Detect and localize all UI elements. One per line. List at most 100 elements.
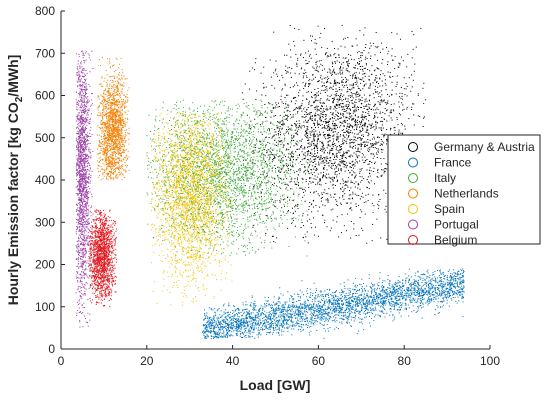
data-point xyxy=(417,309,419,311)
data-point xyxy=(391,32,393,34)
data-point xyxy=(374,129,376,131)
data-point xyxy=(381,297,383,299)
data-point xyxy=(460,289,462,291)
data-point xyxy=(336,152,338,154)
data-point xyxy=(302,316,304,318)
data-point xyxy=(352,85,354,87)
data-point xyxy=(316,107,318,109)
data-point xyxy=(362,318,364,320)
data-point xyxy=(348,322,350,324)
data-point xyxy=(340,98,342,100)
data-point xyxy=(316,296,318,298)
data-point xyxy=(410,301,412,303)
data-point xyxy=(361,103,363,105)
data-point xyxy=(354,82,356,84)
data-point xyxy=(396,290,398,292)
data-point xyxy=(456,281,458,283)
data-point xyxy=(462,268,464,270)
data-point xyxy=(402,295,404,297)
data-point xyxy=(285,69,287,71)
data-point xyxy=(331,71,333,73)
data-point xyxy=(389,287,391,289)
data-point xyxy=(238,330,240,332)
data-point xyxy=(327,141,329,143)
data-point xyxy=(344,46,346,48)
data-point xyxy=(399,308,401,310)
data-point xyxy=(226,326,228,328)
data-point xyxy=(335,73,337,75)
data-point xyxy=(333,131,335,133)
data-point xyxy=(457,281,459,283)
data-point xyxy=(320,108,322,110)
data-point xyxy=(222,330,224,332)
data-point xyxy=(412,298,414,300)
data-point xyxy=(334,81,336,83)
data-point xyxy=(309,78,311,80)
data-point xyxy=(354,101,356,103)
data-point xyxy=(450,278,452,280)
data-point xyxy=(319,140,321,142)
data-point xyxy=(271,167,273,169)
data-point xyxy=(313,303,315,305)
data-point xyxy=(408,307,410,309)
data-point xyxy=(306,98,308,100)
data-point xyxy=(333,157,335,159)
data-point xyxy=(376,136,378,138)
data-point xyxy=(276,141,278,143)
data-point xyxy=(314,108,316,110)
data-point xyxy=(448,288,450,290)
data-point xyxy=(279,302,281,304)
data-point xyxy=(396,289,398,291)
data-point xyxy=(348,123,350,125)
data-point xyxy=(205,331,207,333)
data-point xyxy=(398,101,400,103)
data-point xyxy=(349,143,351,145)
data-point xyxy=(271,136,273,138)
data-point xyxy=(411,108,413,110)
data-point xyxy=(233,315,235,317)
data-point xyxy=(365,98,367,100)
data-point xyxy=(304,114,306,116)
data-point xyxy=(305,180,307,182)
data-point xyxy=(328,128,330,130)
data-point xyxy=(299,306,301,308)
data-point xyxy=(252,226,254,228)
data-point xyxy=(296,179,298,181)
data-point xyxy=(339,146,341,148)
data-point xyxy=(245,315,247,317)
data-point xyxy=(275,115,277,117)
data-point xyxy=(401,95,403,97)
data-point xyxy=(370,325,372,327)
data-point xyxy=(358,289,360,290)
data-point xyxy=(363,105,365,107)
data-point xyxy=(293,313,295,315)
data-point xyxy=(359,78,361,80)
data-point xyxy=(434,270,436,272)
data-point xyxy=(328,133,330,135)
data-point xyxy=(398,312,400,314)
data-point xyxy=(394,126,396,128)
data-point xyxy=(384,133,386,135)
data-point xyxy=(310,323,312,325)
data-point xyxy=(268,323,270,325)
data-point xyxy=(281,207,283,209)
data-point xyxy=(286,319,288,321)
data-point xyxy=(306,129,308,131)
data-point xyxy=(287,104,289,106)
data-point xyxy=(305,307,307,309)
data-point xyxy=(328,176,330,178)
data-point xyxy=(213,317,215,319)
data-point xyxy=(330,72,332,74)
data-point xyxy=(260,72,262,74)
data-point xyxy=(238,324,240,326)
data-point xyxy=(342,67,344,69)
data-point xyxy=(225,325,227,327)
data-point xyxy=(365,301,367,303)
data-point xyxy=(335,62,337,64)
data-point xyxy=(347,70,349,72)
data-point xyxy=(296,107,298,109)
data-point xyxy=(355,309,357,311)
data-point xyxy=(286,54,288,56)
data-point xyxy=(454,292,456,294)
data-point xyxy=(329,289,331,291)
